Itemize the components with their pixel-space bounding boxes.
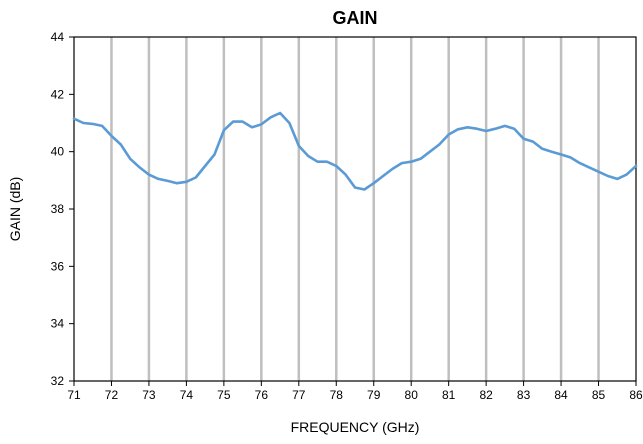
grid-layer — [110, 37, 600, 381]
x-tick-label: 83 — [517, 388, 531, 402]
label-layer: GAIN FREQUENCY (GHz) GAIN (dB) — [7, 8, 419, 435]
x-tick-label: 84 — [554, 388, 568, 402]
series-layer — [72, 111, 638, 191]
x-tick-label: 73 — [142, 388, 156, 402]
x-tick-label: 76 — [255, 388, 269, 402]
chart-title: GAIN — [333, 8, 378, 28]
y-tick-label: 40 — [51, 145, 65, 159]
y-tick-label: 36 — [51, 259, 65, 273]
x-tick-label: 78 — [330, 388, 344, 402]
x-tick-label: 72 — [105, 388, 119, 402]
y-axis-label: GAIN (dB) — [7, 177, 23, 242]
x-tick-label: 75 — [217, 388, 231, 402]
y-tick-label: 44 — [51, 30, 65, 44]
series-line — [72, 111, 638, 191]
x-tick-label: 71 — [67, 388, 81, 402]
x-tick-label: 74 — [180, 388, 194, 402]
y-tick-label: 38 — [51, 202, 65, 216]
y-tick-label: 32 — [51, 374, 65, 388]
x-tick-label: 77 — [292, 388, 306, 402]
x-tick-label: 85 — [592, 388, 606, 402]
x-axis-label: FREQUENCY (GHz) — [291, 419, 420, 435]
y-tick-label: 42 — [51, 87, 65, 101]
x-tick-label: 82 — [479, 388, 493, 402]
x-tick-label: 81 — [442, 388, 456, 402]
x-tick-label: 86 — [629, 388, 643, 402]
axis-layer: 71 72 73 74 75 76 77 78 79 80 81 82 83 84 85 86 32 34 36 38… — [51, 30, 643, 402]
x-tick-label: 80 — [405, 388, 419, 402]
x-tick-label: 79 — [367, 388, 381, 402]
y-tick-label: 34 — [51, 317, 65, 331]
